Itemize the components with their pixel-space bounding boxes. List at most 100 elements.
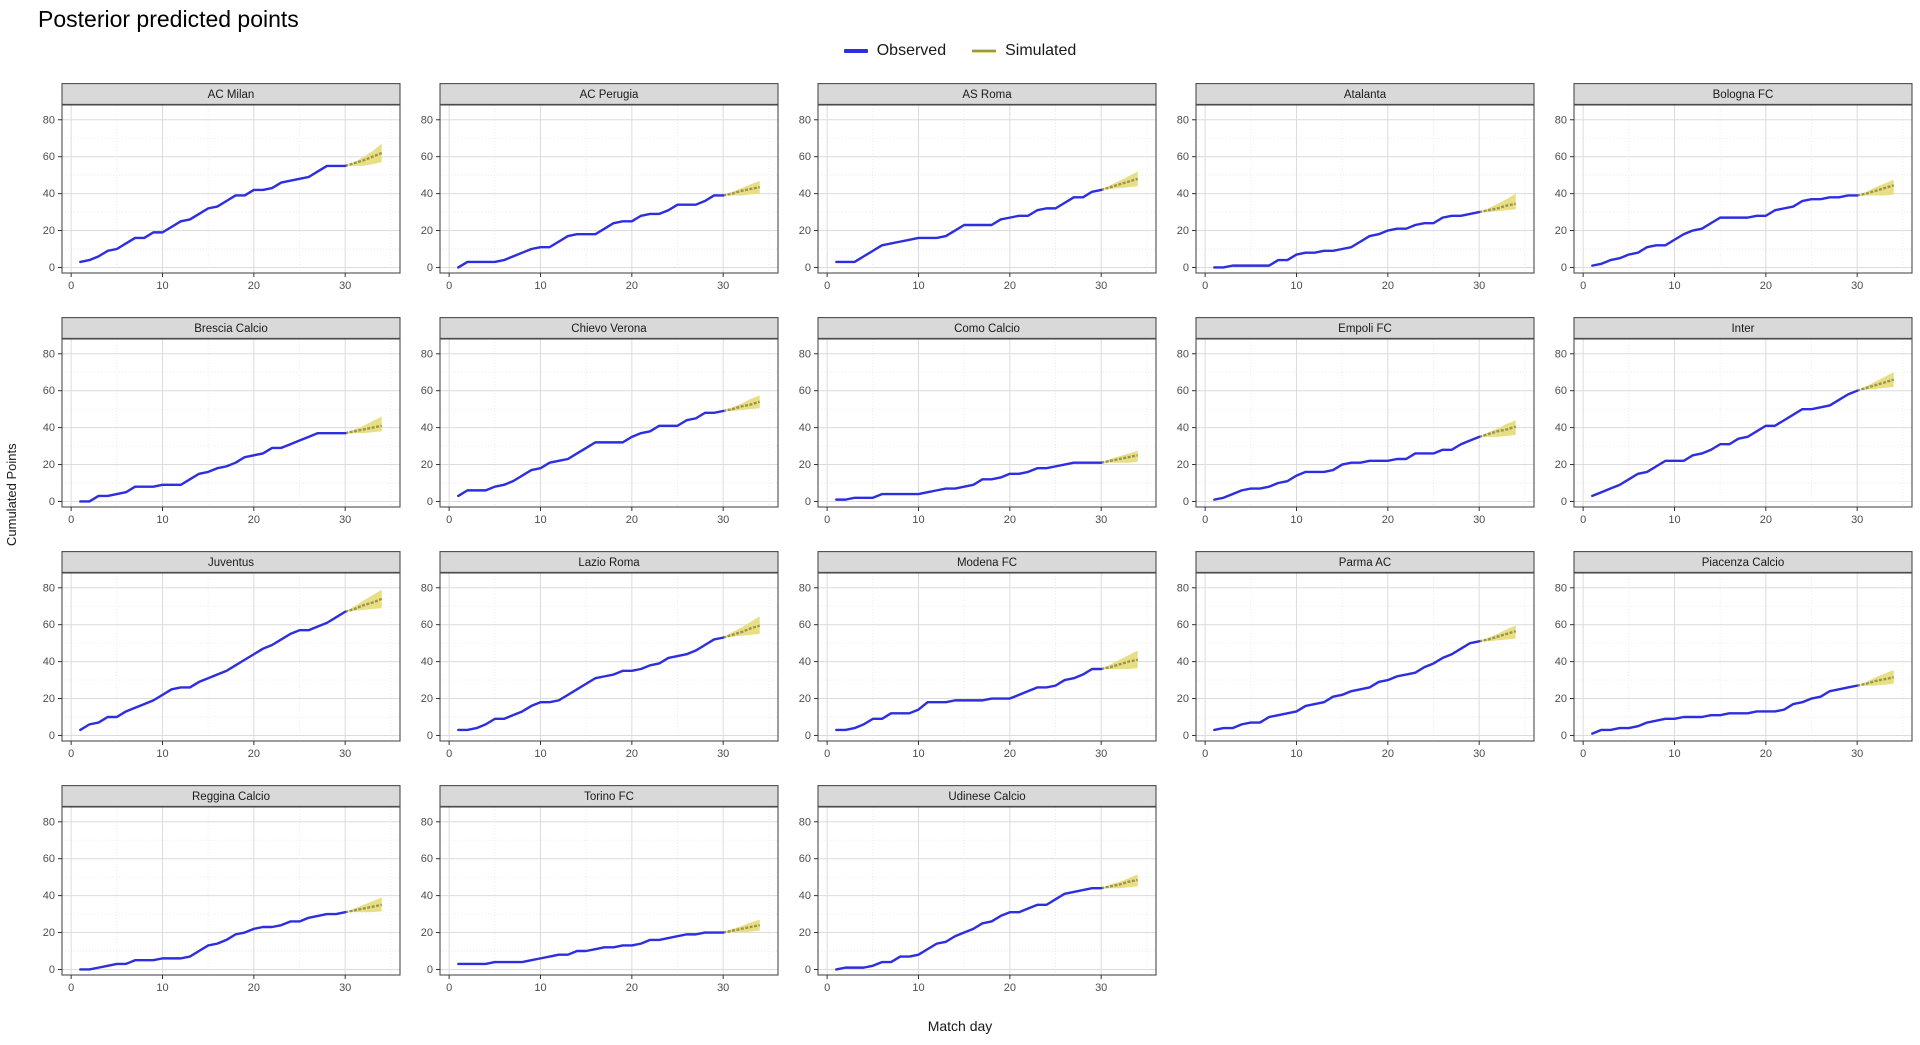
y-tick-label: 60 [799, 151, 811, 163]
y-tick-label: 40 [799, 188, 811, 200]
y-tick-label: 20 [43, 459, 55, 471]
y-tick-label: 60 [421, 853, 433, 865]
x-tick-label: 10 [912, 280, 924, 292]
y-tick-label: 60 [1555, 619, 1567, 631]
legend-label: Observed [876, 42, 947, 59]
facet-title: Torino FC [584, 791, 634, 803]
y-tick-label: 40 [1177, 422, 1189, 434]
y-tick-label: 80 [43, 816, 55, 828]
facet-plot: Parma AC 0 10 20 30 0 20 40 60 80 [1177, 551, 1535, 760]
facet-plot: Inter 0 10 20 30 0 20 40 60 80 [1555, 317, 1913, 526]
x-tick-label: 30 [1473, 280, 1485, 292]
y-tick-label: 0 [1183, 262, 1189, 274]
x-tick-label: 10 [534, 748, 546, 760]
y-tick-label: 40 [1555, 422, 1567, 434]
x-tick-label: 0 [1202, 748, 1208, 760]
y-tick-label: 80 [421, 582, 433, 594]
facet-plot: Como Calcio 0 10 20 30 0 20 40 60 80 [799, 317, 1157, 526]
simulated-ribbon [1857, 372, 1894, 391]
y-tick-label: 60 [421, 385, 433, 397]
y-tick-label: 40 [43, 890, 55, 902]
facet-panel: Udinese Calcio 0 10 20 30 0 20 40 60 80 [792, 785, 1157, 1009]
x-tick-label: 10 [1290, 514, 1302, 526]
x-tick-label: 0 [824, 748, 830, 760]
y-tick-label: 80 [1555, 114, 1567, 126]
y-tick-label: 40 [1555, 188, 1567, 200]
simulated-line [1478, 202, 1516, 214]
y-tick-label: 80 [799, 816, 811, 828]
x-tick-label: 20 [248, 748, 260, 760]
x-tick-label: 0 [68, 982, 74, 994]
x-tick-label: 0 [1580, 280, 1586, 292]
facet-panel: Chievo Verona 0 10 20 30 0 20 40 60 80 [414, 317, 779, 541]
y-tick-label: 80 [1177, 348, 1189, 360]
legend: Observed Simulated [0, 42, 1920, 60]
simulated-line [1856, 676, 1894, 687]
y-tick-label: 20 [799, 693, 811, 705]
y-tick-label: 0 [427, 262, 433, 274]
x-tick-label: 10 [1668, 514, 1680, 526]
simulated-line-key-icon [972, 49, 997, 53]
x-tick-label: 30 [1851, 514, 1863, 526]
observed-line [1591, 389, 1859, 498]
y-tick-label: 40 [43, 188, 55, 200]
y-tick-label: 40 [421, 422, 433, 434]
x-tick-label: 20 [1382, 748, 1394, 760]
y-tick-label: 80 [421, 816, 433, 828]
y-tick-label: 80 [43, 114, 55, 126]
y-tick-label: 20 [421, 225, 433, 237]
facet-title: Brescia Calcio [194, 323, 268, 335]
facet-title: Reggina Calcio [192, 791, 270, 803]
y-tick-label: 0 [805, 730, 811, 742]
x-tick-label: 20 [248, 280, 260, 292]
simulated-line [1100, 878, 1138, 890]
simulated-ribbon [345, 143, 382, 166]
simulated-ribbon [1857, 179, 1894, 196]
y-tick-label: 60 [1177, 619, 1189, 631]
y-tick-label: 80 [1555, 348, 1567, 360]
y-tick-label: 80 [421, 348, 433, 360]
page-title: Posterior predicted points [38, 6, 299, 32]
facet-panel: AS Roma 0 10 20 30 0 20 40 60 80 [792, 83, 1157, 307]
simulated-ribbon [723, 919, 760, 933]
simulated-line [1100, 658, 1138, 671]
facet-plot: Torino FC 0 10 20 30 0 20 40 60 80 [421, 785, 779, 994]
legend-item-observed: Observed [843, 42, 947, 60]
y-tick-label: 40 [1555, 656, 1567, 668]
observed-line [457, 636, 725, 732]
facet-title: AS Roma [962, 89, 1012, 101]
x-tick-label: 20 [1004, 982, 1016, 994]
y-tick-label: 20 [43, 927, 55, 939]
x-tick-label: 0 [68, 280, 74, 292]
x-tick-label: 30 [717, 514, 729, 526]
y-tick-label: 40 [421, 656, 433, 668]
simulated-ribbon [1101, 650, 1138, 669]
facet-panel: Brescia Calcio 0 10 20 30 0 20 40 60 80 [36, 317, 401, 541]
y-tick-label: 20 [1555, 693, 1567, 705]
observed-line [79, 164, 347, 264]
y-tick-label: 0 [805, 262, 811, 274]
x-tick-label: 10 [534, 280, 546, 292]
y-tick-label: 20 [43, 225, 55, 237]
facet-panel: Reggina Calcio 0 10 20 30 0 20 40 60 80 [36, 785, 401, 1009]
x-tick-label: 30 [1095, 982, 1107, 994]
y-tick-label: 80 [1177, 582, 1189, 594]
y-tick-label: 60 [1177, 385, 1189, 397]
facet-plot: Bologna FC 0 10 20 30 0 20 40 60 80 [1555, 83, 1913, 292]
facet-title: Piacenza Calcio [1702, 557, 1784, 569]
facet-title: Empoli FC [1338, 323, 1392, 335]
simulated-line [344, 903, 382, 914]
simulated-ribbon [1479, 193, 1516, 213]
y-tick-label: 80 [799, 348, 811, 360]
x-tick-label: 0 [446, 280, 452, 292]
observed-line [79, 911, 347, 971]
simulated-ribbon [723, 395, 760, 411]
simulated-line [1478, 630, 1517, 643]
facet-panel: Torino FC 0 10 20 30 0 20 40 60 80 [414, 785, 779, 1009]
facet-grid: AC Milan 0 10 20 30 0 20 40 60 80 AC Perugia 0 10 20 3… [36, 83, 1913, 1009]
y-tick-label: 80 [799, 114, 811, 126]
observed-line [835, 461, 1103, 501]
x-tick-label: 0 [68, 514, 74, 526]
y-tick-label: 80 [43, 348, 55, 360]
facet-title: AC Perugia [580, 89, 639, 101]
